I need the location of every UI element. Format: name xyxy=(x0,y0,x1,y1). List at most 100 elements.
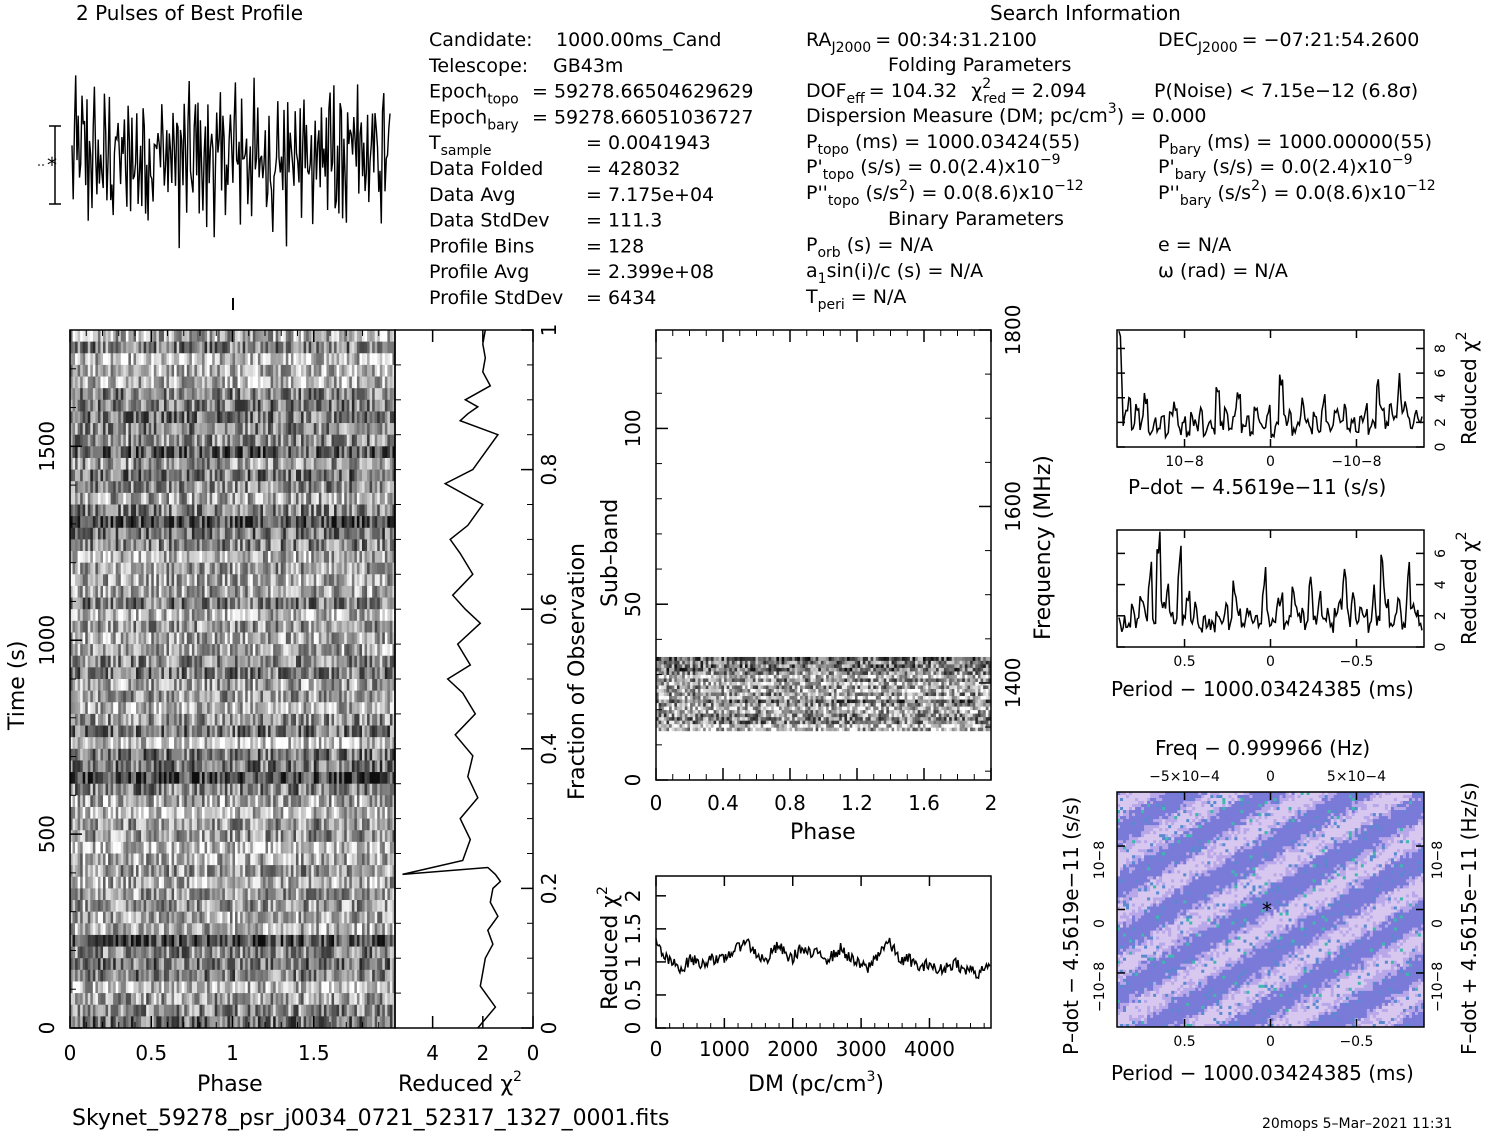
small-panel-x-tick: 10−8 xyxy=(1165,454,1203,470)
pdot-tick-label: 10−8 xyxy=(1092,841,1108,879)
info-left-label: Profile StdDev xyxy=(429,287,563,309)
time-tick-label: 1000 xyxy=(35,615,59,666)
small-panel-y-tick: 4 xyxy=(1433,393,1449,402)
info-left-value: = 59278.66051036727 xyxy=(532,106,753,128)
dec-line: DECJ2000 = −07:21:54.2600 xyxy=(1158,29,1419,56)
info-left-value: GB43m xyxy=(553,55,623,77)
info-left-value: = 6434 xyxy=(586,287,656,309)
info-left-label: Epochbary xyxy=(429,106,519,133)
subband-tick-label: 100 xyxy=(621,409,645,447)
pdot-y-axis-label: P–dot − 4.5619e−11 (s/s) xyxy=(1059,797,1083,1055)
dm-tick-label: 0 xyxy=(650,1037,663,1061)
info-left-value: = 428032 xyxy=(586,158,681,180)
phase-tick-label: 0.5 xyxy=(135,1041,167,1065)
small-panel-x-tick: 0 xyxy=(1266,654,1275,670)
pdot-tick-label: −10−8 xyxy=(1092,962,1108,1012)
freq-tick-label: 0 xyxy=(1266,769,1275,785)
pddtopo-line: P''topo (s/s2) = 0.0(8.6)x10−12 xyxy=(806,178,1084,209)
frequency-tick-label: 1600 xyxy=(1001,481,1025,532)
subband-tick-label: 50 xyxy=(621,591,645,616)
ecc-line: e = N/A xyxy=(1158,234,1231,256)
pdtopo-line: P'topo (s/s) = 0.0(2.4)x10−9 xyxy=(806,152,1061,183)
dm-tick-label: 3000 xyxy=(836,1037,887,1061)
phase-tick-label: 0.8 xyxy=(774,791,806,815)
info-left-label: Profile Bins xyxy=(429,235,534,257)
info-right: RAJ2000 = 00:34:31.2100 DECJ2000 = −07:21:… xyxy=(805,29,1436,313)
small-panel-y-tick: 2 xyxy=(1433,611,1449,620)
phase-tick-label: 0 xyxy=(650,791,663,815)
small-panel-x-tick: −0.5 xyxy=(1339,654,1373,670)
dm-reduced-chi2-label: Reduced χ2 xyxy=(595,886,623,1010)
porb-line: Porb (s) = N/A xyxy=(806,234,933,261)
pdbary-line: P'bary (s/s) = 0.0(2.4)x10−9 xyxy=(1158,152,1413,183)
dm-chi2-tick-label: 2 xyxy=(621,889,645,902)
small-panel-x-tick: 0 xyxy=(1266,454,1275,470)
phase-axis-label: Phase xyxy=(197,1072,263,1097)
time-tick-label: 500 xyxy=(35,815,59,853)
subband-axis-label: Sub–band xyxy=(598,499,623,607)
small-panel-y-tick: 8 xyxy=(1433,344,1449,353)
subband-tick-label: 0 xyxy=(621,774,645,787)
time-chi2-panel: 4 2 0 0 0.2 0.4 0.6 0.8 1 Reduced χ2 Fraction of… xyxy=(394,324,590,1097)
ptopo-line: Ptopo (ms) = 1000.03424(55) xyxy=(806,131,1080,158)
small-panel-y-tick: 6 xyxy=(1433,369,1449,378)
pdot-tick-label: 0 xyxy=(1092,919,1108,928)
small-panel-x-tick: −10−8 xyxy=(1331,454,1381,470)
fraction-tick-label: 0.2 xyxy=(537,872,561,904)
period-axis-label: Period − 1000.03424385 (ms) xyxy=(1111,677,1414,701)
time-chi2-line xyxy=(402,329,502,1029)
info-left-value: = 0.0041943 xyxy=(586,132,711,154)
frequency-tick-label: 1800 xyxy=(1001,305,1025,356)
info-left-label: Epochtopo xyxy=(429,81,519,108)
info-left-label: Telescope: xyxy=(428,55,528,77)
period-reduced-chi2-label: Reduced χ2 xyxy=(1454,531,1481,645)
time-phase-heatmap xyxy=(70,330,395,1028)
dm-tick-label: 2000 xyxy=(767,1037,818,1061)
phase-tick-label: 0.4 xyxy=(707,791,739,815)
info-left-value: = 7.175e+04 xyxy=(586,184,714,206)
time-phase-panel: 0 0.5 1 1.5 0 500 1000 1500 Time (s) Phase xyxy=(5,329,396,1097)
chi2-tick-label: 0 xyxy=(527,1041,540,1065)
ra-line: RAJ2000 = 00:34:31.2100 xyxy=(806,29,1037,56)
subband-phase-panel: 0 0.4 0.8 1.2 1.6 2 0 50 100 1400 1600 1800 Sub–ban… xyxy=(598,305,1056,845)
dm-axis-label: DM (pc/cm3) xyxy=(748,1069,884,1097)
fraction-tick-label: 0.6 xyxy=(537,593,561,625)
dm-chi2-tick-label: 1.5 xyxy=(621,913,645,945)
folding-title: Folding Parameters xyxy=(888,54,1071,76)
period-tick-label: −0.5 xyxy=(1339,1034,1373,1050)
a1-line: a1sin(i)/c (s) = N/A xyxy=(806,260,983,287)
frequency-axis-label: Frequency (MHz) xyxy=(1031,455,1056,640)
profile-line xyxy=(71,75,391,249)
binary-title: Binary Parameters xyxy=(888,208,1064,230)
period-axis-label-2: Period − 1000.03424385 (ms) xyxy=(1111,1061,1414,1085)
fraction-axis-label: Fraction of Observation xyxy=(565,543,590,800)
pddbary-line: P''bary (s/s2) = 0.0(8.6)x10−12 xyxy=(1158,178,1436,209)
dm-tick-label: 1000 xyxy=(699,1037,750,1061)
freq-tick-label: −5×10−4 xyxy=(1149,769,1220,785)
footer-filename: Skynet_59278_psr_j0034_0721_52317_1327_0… xyxy=(72,1106,670,1131)
info-left-value: = 128 xyxy=(586,235,644,257)
profile-plot: * xyxy=(38,75,391,310)
period-chi2-panel: 0.5 0 −0.5 0 2 4 6 Period − 1000.03424385 (ms)… xyxy=(1111,529,1481,701)
frequency-tick-label: 1400 xyxy=(1001,657,1025,708)
fdot-tick-label: 10−8 xyxy=(1430,841,1446,879)
pdot-chi2-panel: 10−8 0 −10−8 0 2 4 6 8 P–dot − 4.5619e−11 (s/s)… xyxy=(1116,329,1481,499)
dm-chi2-tick-label: 0.5 xyxy=(621,979,645,1011)
profile-center-marker: * xyxy=(47,153,57,177)
period-pdot-panel: * 0.5 −5×10−4 0 0 −0.5 5×10−4 10−8 10−8 0 0 −10−8 −… xyxy=(1059,736,1481,1085)
info-left: Candidate: 1000.00ms_Cand Telescope: GB43m E… xyxy=(428,29,753,309)
info-left-value: 1000.00ms_Cand xyxy=(556,29,722,51)
tperi-line: Tperi = N/A xyxy=(805,286,906,313)
fraction-tick-label: 1 xyxy=(537,324,561,337)
info-left-label: Data Avg xyxy=(429,184,516,206)
dm-chi2-panel: 0 1000 2000 3000 4000 0 0.5 1 1.5 2 Reduced χ2 DM… xyxy=(595,875,992,1097)
chi2-tick-label: 2 xyxy=(476,1041,489,1065)
info-left-label: Tsample xyxy=(428,132,492,159)
phase-tick-label: 1.5 xyxy=(298,1041,330,1065)
time-tick-label: 1500 xyxy=(35,421,59,472)
info-left-label: Candidate: xyxy=(429,29,533,51)
freq-tick-label: 5×10−4 xyxy=(1327,769,1386,785)
best-fit-marker: * xyxy=(1262,898,1272,922)
small-panel-x-tick: 0.5 xyxy=(1173,654,1195,670)
fraction-tick-label: 0 xyxy=(537,1022,561,1035)
